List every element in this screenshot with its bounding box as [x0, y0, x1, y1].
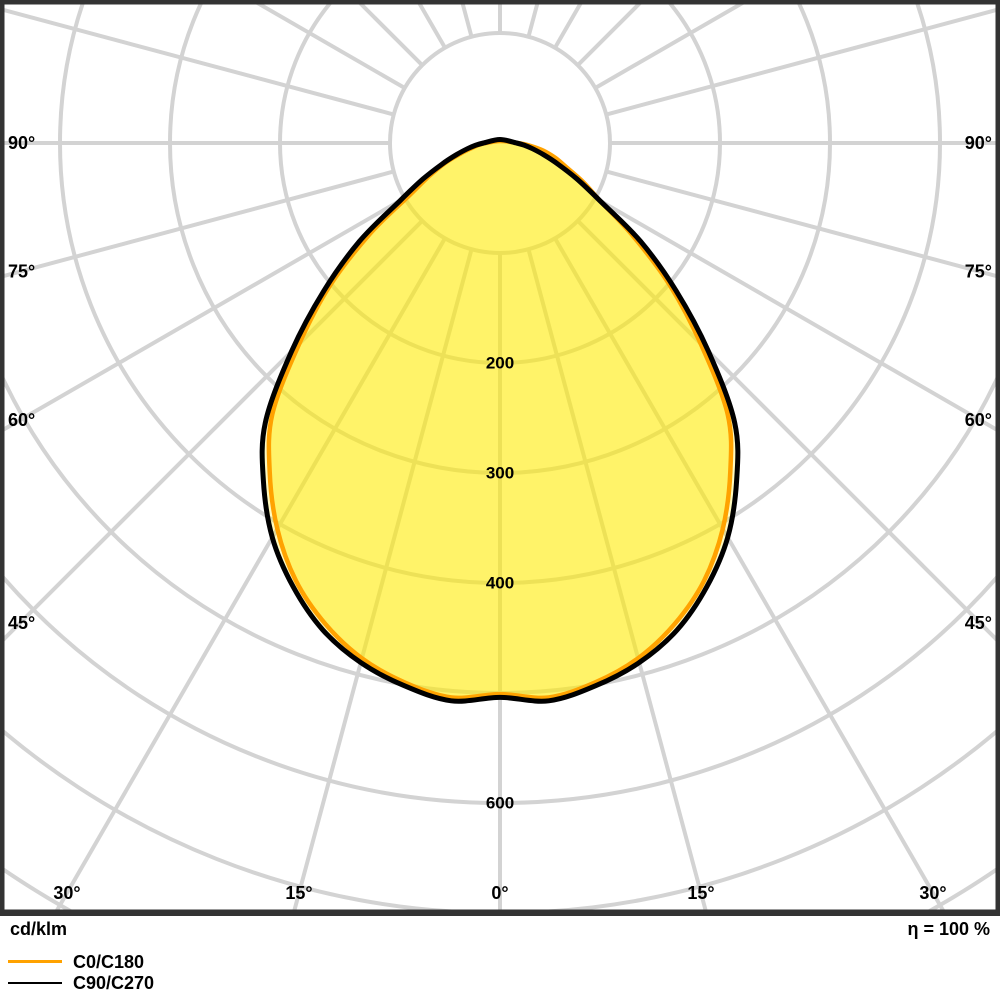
angle-label-left: 60°	[8, 410, 35, 430]
grid-ray	[292, 248, 474, 910]
angle-label-bottom: 15°	[285, 883, 312, 903]
grid-ray	[526, 248, 708, 910]
c0-c180-line-swatch-icon	[8, 960, 62, 963]
angle-label-right: 90°	[965, 133, 992, 153]
c90-c270-line-swatch-icon	[8, 981, 62, 984]
ring-label: 400	[486, 574, 514, 593]
grid-ray	[553, 237, 945, 910]
plot-frame	[0, 0, 1000, 916]
ring-labels: 200 300 400 600 90° 90° 75° 75° 60° 60° 45° 45° 30° 1…	[8, 133, 992, 903]
grid-ray	[4, 196, 406, 432]
angle-label-left: 90°	[8, 133, 35, 153]
grid-ray	[4, 219, 424, 642]
ring-label: 300	[486, 464, 514, 483]
angle-label-bottom: 0°	[491, 883, 508, 903]
legend-item-c0-c180: C0/C180	[8, 951, 154, 972]
angle-label-bottom: 15°	[687, 883, 714, 903]
grid-ray	[4, 169, 395, 278]
grid-ray	[605, 169, 996, 278]
grid-ray	[55, 237, 447, 910]
angle-label-left: 45°	[8, 613, 35, 633]
grid-ray	[605, 8, 996, 117]
ring-label: 200	[486, 354, 514, 373]
angle-label-right: 60°	[965, 410, 992, 430]
grid-ray	[594, 196, 996, 432]
legend-label-c90-c270: C90/C270	[73, 972, 155, 993]
ring-label: 600	[486, 794, 514, 813]
legend-label-c0-c180: C0/C180	[73, 951, 145, 972]
legend-item-c90-c270: C90/C270	[8, 972, 154, 993]
angle-label-bottom: 30°	[919, 883, 946, 903]
legend: C0/C180 C90/C270	[8, 951, 154, 993]
grid-ray	[576, 219, 996, 642]
angle-label-right: 45°	[965, 613, 992, 633]
efficiency-label: η = 100 %	[907, 919, 990, 939]
unit-label: cd/klm	[10, 919, 68, 939]
angle-label-right: 75°	[965, 262, 992, 282]
curve-c90-c270	[259, 137, 741, 704]
curve-fill-c0-c180	[268, 141, 732, 698]
angle-label-bottom: 30°	[53, 883, 80, 903]
curve-fill-c90-c270	[262, 139, 738, 702]
grid-ray	[4, 8, 395, 117]
angle-label-left: 75°	[8, 262, 35, 282]
